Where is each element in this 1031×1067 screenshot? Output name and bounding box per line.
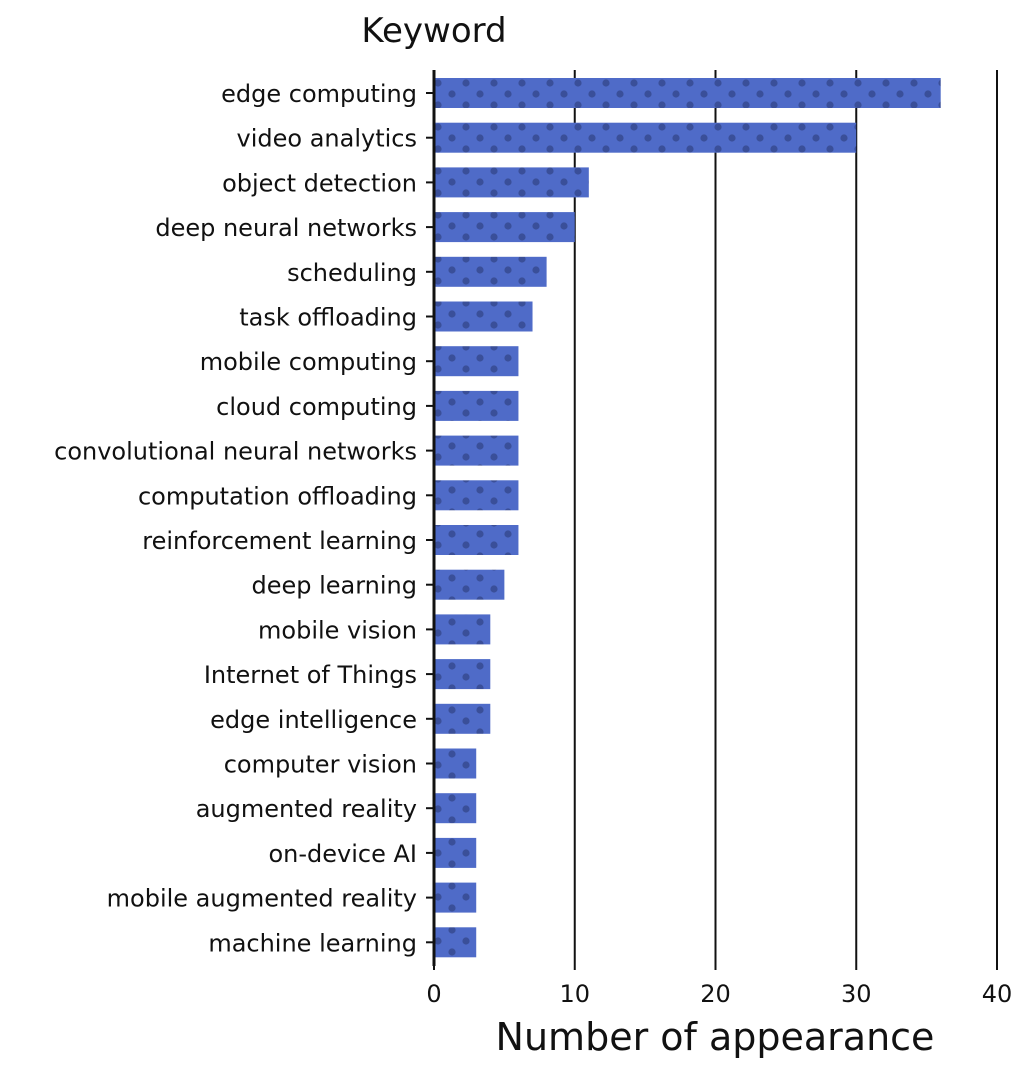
bar <box>434 748 477 779</box>
x-tick-label: 30 <box>841 980 872 1008</box>
bar <box>434 703 491 734</box>
bar <box>434 212 575 243</box>
y-tick-label: deep learning <box>251 572 417 600</box>
axes: edge computing video analytics object dete… <box>54 70 1012 1008</box>
y-tick-label: reinforcement learning <box>142 527 417 555</box>
y-tick-label: augmented reality <box>196 795 417 823</box>
bar <box>434 837 477 868</box>
bar <box>434 882 477 913</box>
bar <box>434 390 519 421</box>
bar <box>434 569 505 600</box>
bar <box>434 78 941 108</box>
bar <box>434 122 857 153</box>
y-tick-label: scheduling <box>287 259 417 287</box>
y-tick-label: mobile augmented reality <box>107 885 417 913</box>
x-tick-label: 0 <box>426 980 441 1008</box>
y-tick-label: deep neural networks <box>155 214 417 242</box>
y-tick-label: cloud computing <box>216 393 417 421</box>
y-tick-label: edge intelligence <box>210 706 417 734</box>
bar <box>434 525 519 555</box>
x-tick-label: 20 <box>700 980 731 1008</box>
bar <box>434 435 519 466</box>
x-tick-label: 10 <box>559 980 590 1008</box>
y-tick-label: computer vision <box>224 751 417 779</box>
y-tick-label: machine learning <box>208 929 417 957</box>
bar <box>434 614 491 645</box>
bar <box>434 301 533 332</box>
bar <box>434 793 477 824</box>
y-tick-label: mobile computing <box>200 348 417 376</box>
y-tick-label: convolutional neural networks <box>54 438 417 466</box>
y-tick-label: object detection <box>222 169 417 197</box>
y-tick-label: computation offloading <box>138 482 417 510</box>
y-tick-label: task offloading <box>239 304 417 332</box>
y-tick-label: Internet of Things <box>204 661 417 689</box>
y-tick-label: edge computing <box>221 80 417 108</box>
y-tick-label: video analytics <box>237 125 417 153</box>
y-tick-label: mobile vision <box>258 616 417 644</box>
bar <box>434 346 519 377</box>
bars <box>434 78 941 958</box>
x-tick-label: 40 <box>982 980 1013 1008</box>
bar <box>434 167 589 198</box>
bar <box>434 659 491 690</box>
bar <box>434 256 547 287</box>
y-tick-label: on-device AI <box>268 840 417 868</box>
bar <box>434 927 477 958</box>
grid <box>573 70 998 962</box>
bar <box>434 480 519 511</box>
x-axis-title: Number of appearance <box>496 1015 935 1059</box>
chart-title: Keyword <box>361 11 506 51</box>
